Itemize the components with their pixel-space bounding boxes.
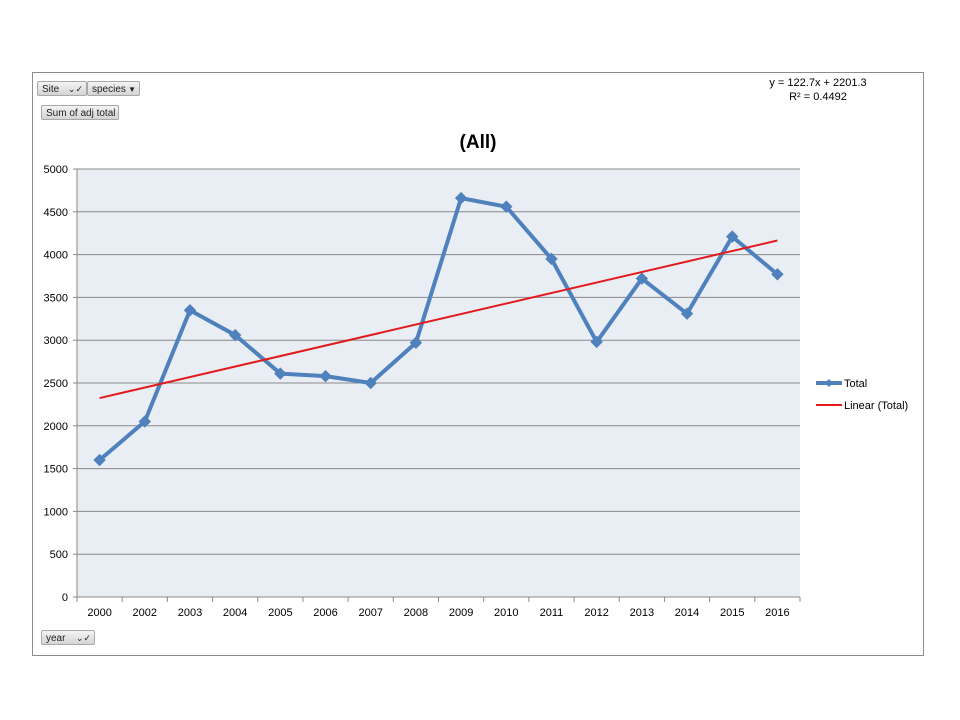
dropdown-arrow-icon: ▼: [128, 85, 136, 94]
y-tick-label: 0: [62, 592, 68, 604]
species-field-label: species: [92, 84, 126, 95]
x-tick-label: 2010: [494, 607, 518, 619]
x-tick-label: 2006: [313, 607, 337, 619]
y-tick-label: 4000: [44, 250, 68, 262]
species-field-button[interactable]: species ▼: [87, 81, 140, 96]
data-point-total: [680, 307, 694, 320]
y-tick-label: 3000: [44, 335, 68, 347]
year-field-button[interactable]: year ⌄✓: [41, 630, 95, 645]
x-tick-label: 2005: [268, 607, 292, 619]
sum-adj-total-button[interactable]: Sum of adj total: [41, 105, 119, 120]
data-point-total: [545, 252, 558, 266]
data-point-total: [409, 336, 423, 349]
y-tick-label: 1000: [44, 506, 68, 518]
data-point-total: [590, 335, 603, 349]
x-tick-label: 2002: [133, 607, 157, 619]
x-tick-label: 2015: [720, 607, 744, 619]
x-tick-label: 2012: [584, 607, 608, 619]
year-field-label: year: [46, 633, 66, 644]
data-point-total: [500, 200, 513, 213]
data-point-total: [771, 268, 784, 281]
x-tick-label: 2016: [765, 607, 789, 619]
y-tick-label: 1500: [44, 464, 68, 476]
x-tick-label: 2014: [675, 607, 699, 619]
x-tick-label: 2011: [540, 607, 564, 619]
data-point-total: [183, 304, 197, 317]
data-point-total: [228, 328, 242, 342]
y-tick-label: 5000: [44, 164, 68, 176]
data-point-total: [274, 367, 287, 380]
site-field-label: Site: [42, 84, 60, 95]
data-point-total: [319, 369, 332, 383]
x-tick-label: 2007: [358, 607, 382, 619]
data-point-total: [138, 415, 151, 428]
filter-check-icon: ⌄✓: [67, 84, 83, 94]
x-tick-label: 2008: [404, 607, 428, 619]
trendline-r-squared: R² = 0.4492: [789, 91, 847, 103]
trendline-equation: y = 122.7x + 2201.3: [769, 77, 867, 89]
value-field-label: Sum of adj total: [46, 108, 116, 119]
data-point-total: [726, 230, 739, 243]
y-tick-label: 4500: [44, 207, 68, 219]
filter-check-icon: ⌄✓: [75, 633, 91, 643]
legend-label-linear: Linear (Total): [844, 400, 908, 412]
site-field-button[interactable]: Site ⌄✓: [37, 81, 87, 96]
x-tick-label: 2013: [630, 607, 654, 619]
data-point-total: [454, 191, 468, 205]
y-tick-label: 500: [50, 549, 68, 561]
data-point-total: [93, 453, 106, 467]
y-tick-label: 3500: [44, 292, 68, 304]
data-point-total: [635, 272, 649, 285]
series-line-linear-total: [99, 239, 778, 400]
y-tick-label: 2500: [44, 378, 68, 390]
x-tick-label: 2000: [87, 607, 111, 619]
series-line-total: [98, 196, 779, 462]
trendline-equation-box: y = 122.7x + 2201.3 R² = 0.4492: [750, 76, 886, 104]
data-point-total: [364, 376, 377, 390]
legend-label-total: Total: [844, 378, 867, 390]
x-tick-label: 2009: [449, 607, 473, 619]
chart-title: (All): [459, 132, 497, 153]
legend-marker-total: [825, 379, 833, 387]
y-tick-label: 2000: [44, 421, 68, 433]
x-tick-label: 2004: [223, 607, 247, 619]
x-tick-label: 2003: [178, 607, 202, 619]
